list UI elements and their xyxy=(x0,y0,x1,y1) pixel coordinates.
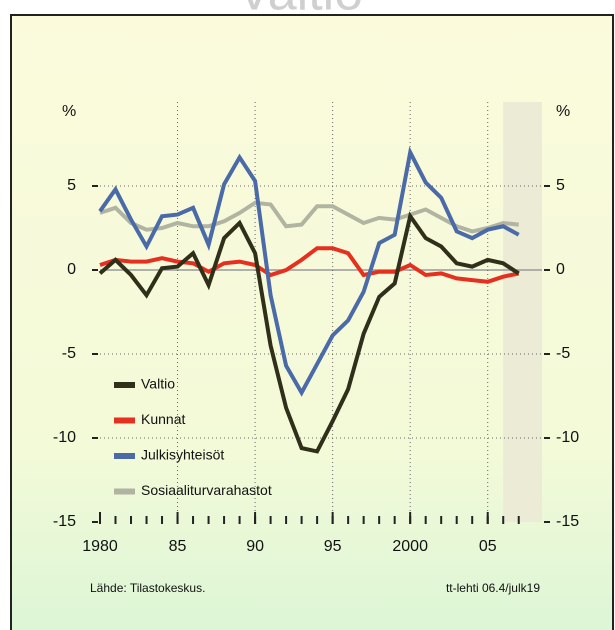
x-tick-label: 1980 xyxy=(82,538,118,555)
series-line xyxy=(99,200,519,234)
plot: 5 5 0 0 -5 -5 -10 -10 -15 -15% % 1980 85 90 95 2000 05 Va… xyxy=(53,102,579,555)
series-line xyxy=(98,211,520,454)
x-tick-label: 90 xyxy=(246,538,264,555)
series-line xyxy=(98,146,520,397)
legend-label: Valtio xyxy=(141,376,175,392)
legend-label: Julkisyhteisöt xyxy=(141,447,224,463)
credit: tt-lehti 06.4/julk19 xyxy=(446,581,540,595)
forecast-shade xyxy=(503,102,542,522)
x-tick-label: 95 xyxy=(324,538,342,555)
y-tick-label: -10 xyxy=(53,429,76,446)
y2-tick-label: -15 xyxy=(556,513,579,530)
x-tick-label: 85 xyxy=(169,538,187,555)
source: Lähde: Tilastokeskus. xyxy=(90,581,205,595)
series-line xyxy=(99,246,520,284)
x-tick-label: 2000 xyxy=(392,538,428,555)
x-tick-label: 05 xyxy=(479,538,497,555)
y2-tick-label: 0 xyxy=(556,261,565,278)
y2-tick-label: -5 xyxy=(556,345,570,362)
y2-tick-label: 5 xyxy=(556,177,565,194)
y-tick-label: -5 xyxy=(62,345,76,362)
y2-tick-label: -10 xyxy=(556,429,579,446)
y2-axis-label: % xyxy=(556,103,570,120)
y-axis-label: % xyxy=(62,103,76,120)
y-tick-label: 0 xyxy=(67,261,76,278)
y-tick-label: -15 xyxy=(53,513,76,530)
legend-label: Kunnat xyxy=(141,411,185,427)
legend-label: Sosiaaliturvarahastot xyxy=(141,482,272,498)
y-tick-label: 5 xyxy=(67,177,76,194)
